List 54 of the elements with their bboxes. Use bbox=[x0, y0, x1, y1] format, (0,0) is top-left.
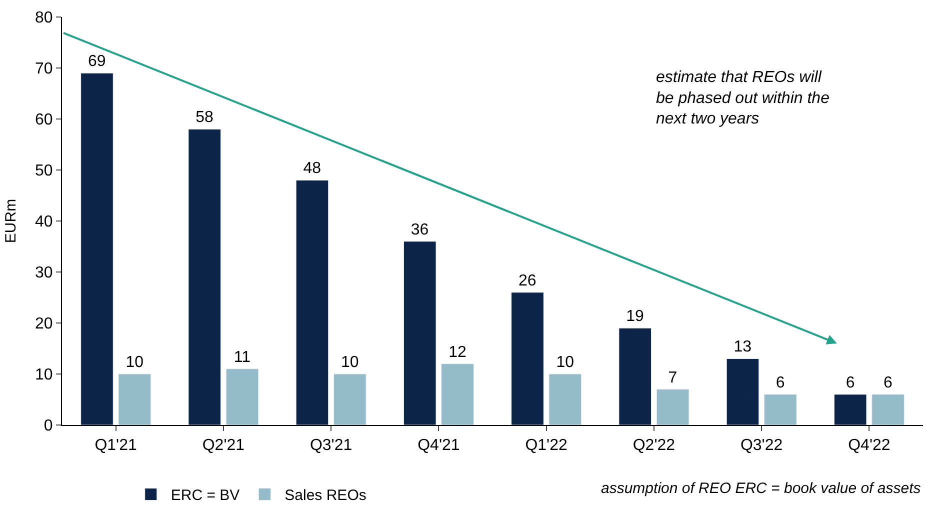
bar bbox=[511, 292, 544, 425]
bar bbox=[188, 128, 221, 425]
x-tick-label: Q1'21 bbox=[94, 437, 138, 454]
y-tick-label: 10 bbox=[35, 366, 53, 384]
bar bbox=[618, 328, 652, 425]
legend-label: Sales REOs bbox=[284, 487, 366, 504]
data-label: 19 bbox=[626, 308, 644, 326]
data-label: 13 bbox=[734, 338, 752, 356]
bar bbox=[834, 394, 867, 425]
annotation: estimate that REOs will be phased out within the next two years bbox=[656, 69, 830, 128]
y-tick-label: 70 bbox=[35, 60, 53, 78]
y-axis-title: EURm bbox=[2, 198, 20, 244]
bar bbox=[441, 364, 474, 425]
x-tick-label: Q2'21 bbox=[202, 437, 245, 454]
bar bbox=[872, 394, 904, 425]
y-tick-label: 60 bbox=[35, 112, 53, 129]
bar bbox=[80, 72, 114, 425]
data-label: 69 bbox=[88, 53, 106, 70]
y-tick-label: 80 bbox=[35, 10, 53, 27]
bar bbox=[656, 389, 690, 425]
x-tick-label: Q2'22 bbox=[632, 437, 676, 454]
y-tick-label: 20 bbox=[35, 316, 53, 333]
data-label: 10 bbox=[556, 354, 574, 371]
x-tick-label: Q3'22 bbox=[740, 437, 783, 454]
x-tick-label: Q4'22 bbox=[848, 437, 890, 454]
bar bbox=[764, 394, 797, 425]
y-tick-label: 0 bbox=[44, 418, 53, 435]
x-tick-label: Q4'21 bbox=[418, 437, 460, 454]
data-label: 7 bbox=[668, 369, 678, 386]
data-label: 6 bbox=[884, 374, 893, 392]
x-tick-label: Q3'21 bbox=[310, 437, 352, 454]
data-label: 36 bbox=[410, 221, 429, 238]
text: assumption of REO ERC = book value of assets bbox=[601, 480, 922, 497]
bar bbox=[548, 374, 582, 425]
data-label: 58 bbox=[196, 109, 214, 126]
bar bbox=[726, 358, 760, 425]
data-label: 6 bbox=[776, 374, 785, 392]
bar bbox=[226, 368, 259, 425]
y-tick-label: 50 bbox=[35, 162, 53, 180]
bar bbox=[118, 374, 152, 425]
y-tick-label: 40 bbox=[35, 214, 53, 231]
data-label: 6 bbox=[846, 374, 855, 392]
y-tick-label: 30 bbox=[35, 264, 53, 282]
data-label: 11 bbox=[234, 348, 251, 366]
bar bbox=[403, 241, 436, 425]
data-label: 10 bbox=[126, 354, 144, 371]
data-label: 26 bbox=[518, 272, 536, 290]
bar bbox=[296, 180, 329, 425]
x-tick-label: Q1'22 bbox=[525, 437, 568, 454]
legend-label: ERC = BV bbox=[170, 487, 240, 504]
data-label: 48 bbox=[303, 160, 322, 178]
data-label: 10 bbox=[340, 354, 359, 371]
data-label: 12 bbox=[448, 344, 466, 361]
bar bbox=[334, 374, 366, 425]
